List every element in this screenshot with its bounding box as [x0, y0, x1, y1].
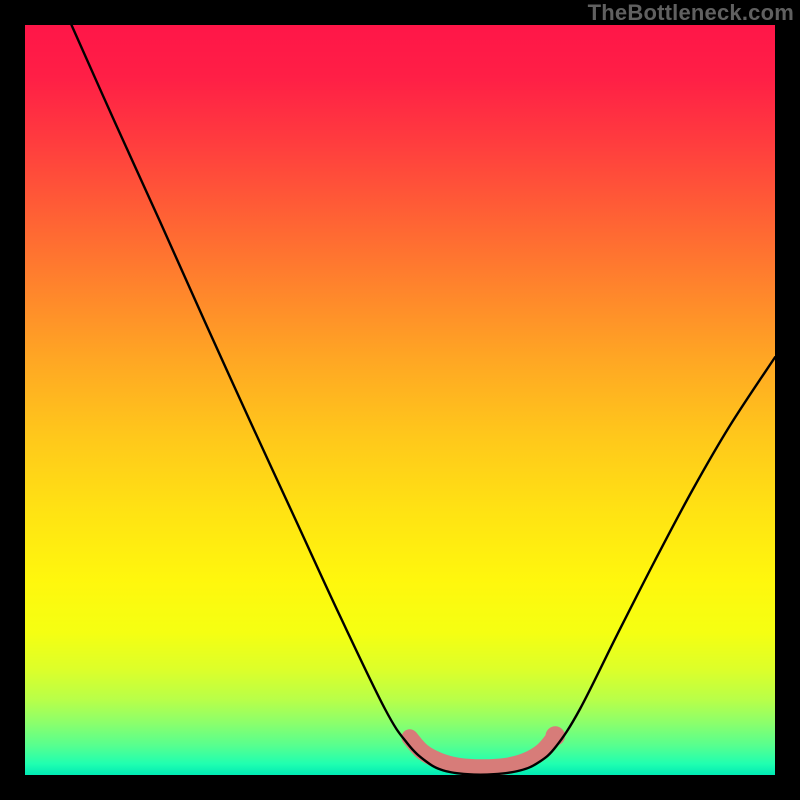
watermark-text: TheBottleneck.com	[588, 0, 794, 26]
gradient-background	[25, 25, 775, 775]
chart-svg	[25, 25, 775, 775]
stage: TheBottleneck.com	[0, 0, 800, 800]
bottleneck-chart	[25, 25, 775, 775]
bottom-accent-dot	[546, 726, 566, 746]
